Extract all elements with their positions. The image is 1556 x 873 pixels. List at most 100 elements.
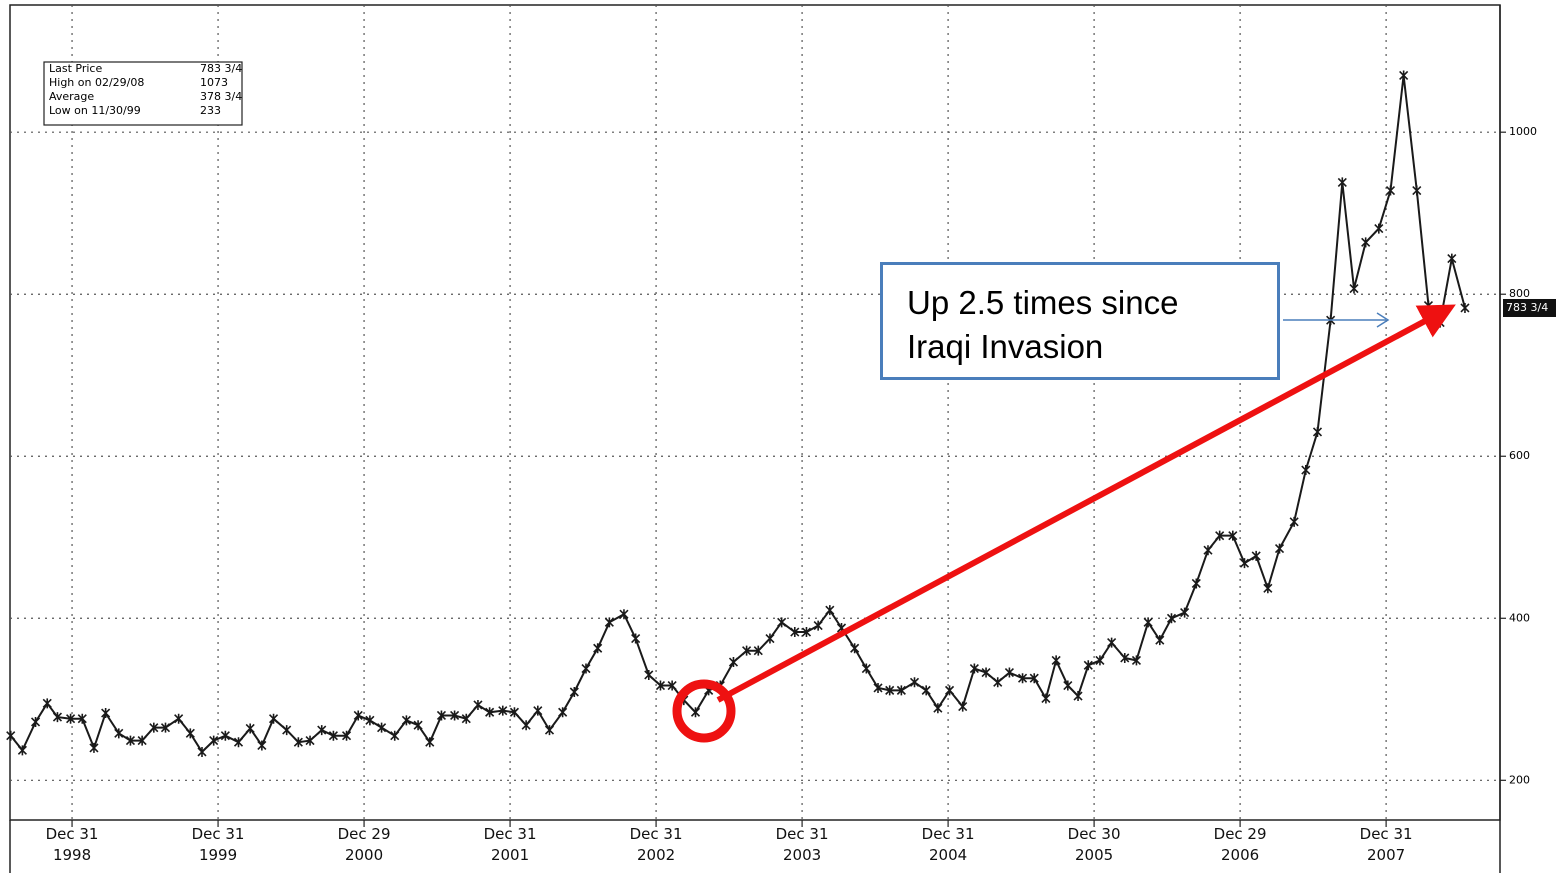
- price-marker: [690, 707, 701, 718]
- price-marker: [644, 669, 654, 680]
- y-tick-label: 800: [1509, 287, 1530, 300]
- price-marker: [461, 713, 471, 724]
- price-marker: [1447, 253, 1457, 264]
- price-marker: [1251, 550, 1261, 561]
- price-marker: [1337, 177, 1347, 188]
- price-line: [9, 75, 1466, 754]
- price-marker: [509, 707, 520, 718]
- price-marker: [1166, 613, 1177, 624]
- price-marker: [1180, 607, 1190, 618]
- y-tick-label: 600: [1509, 449, 1530, 462]
- annotation-line: Iraqi Invasion: [907, 328, 1104, 365]
- stats-value: 378 3/4: [200, 90, 242, 103]
- stats-label: Low on 11/30/99: [49, 104, 141, 117]
- price-marker: [728, 657, 739, 668]
- price-marker: [66, 713, 76, 724]
- price-marker: [401, 715, 411, 726]
- price-marker: [1095, 655, 1105, 666]
- price-marker: [341, 730, 352, 741]
- price-marker: [655, 680, 666, 691]
- annotation-box: Up 2.5 times since Iraqi Invasion: [880, 262, 1280, 380]
- price-marker: [328, 730, 338, 741]
- price-marker: [498, 705, 508, 716]
- price-marker: [1361, 237, 1371, 248]
- price-marker: [1263, 583, 1273, 594]
- price-marker: [1004, 667, 1014, 678]
- price-marker: [305, 735, 315, 746]
- x-tick-label: Dec 29 2006: [1213, 825, 1267, 864]
- x-tick-label: Dec 31 2001: [483, 825, 537, 864]
- price-marker: [353, 710, 363, 721]
- price-marker: [581, 663, 591, 674]
- price-marker: [114, 728, 124, 739]
- stats-label: Last Price: [49, 62, 102, 75]
- price-marker: [1063, 680, 1073, 691]
- price-marker: [268, 713, 279, 724]
- price-marker: [850, 643, 860, 654]
- price-marker: [619, 609, 629, 620]
- price-marker: [282, 725, 292, 736]
- price-marker: [220, 730, 230, 741]
- price-marker: [1326, 315, 1336, 326]
- y-tick-label: 200: [1509, 773, 1530, 786]
- price-marker: [209, 735, 219, 746]
- last-price-label: 783 3/4: [1506, 301, 1548, 314]
- price-marker: [909, 677, 920, 688]
- price-marker: [101, 708, 111, 719]
- x-tick-label: Dec 31 2007: [1359, 825, 1413, 864]
- price-marker: [1385, 185, 1396, 196]
- price-marker: [921, 685, 931, 696]
- x-tick-label: Dec 31 1999: [191, 825, 245, 864]
- price-marker: [125, 735, 136, 746]
- price-marker: [1191, 578, 1201, 589]
- price-marker: [631, 633, 641, 644]
- price-marker: [544, 725, 555, 736]
- price-marker: [521, 720, 531, 731]
- stats-frame: [43, 61, 243, 126]
- price-marker: [1423, 300, 1434, 311]
- price-marker: [365, 715, 375, 726]
- price-marker: [293, 737, 303, 748]
- price-marker: [1289, 516, 1299, 527]
- price-marker: [1274, 543, 1285, 554]
- price-marker: [704, 685, 714, 696]
- price-marker: [1203, 545, 1213, 556]
- x-tick-label: Dec 31 2002: [629, 825, 683, 864]
- price-marker: [149, 722, 159, 733]
- y-tick-label: 400: [1509, 611, 1530, 624]
- price-marker: [836, 622, 847, 633]
- price-marker: [1412, 185, 1422, 196]
- price-marker: [604, 617, 614, 628]
- price-marker: [413, 720, 423, 731]
- plot-frame: [9, 4, 1501, 821]
- price-marker: [390, 730, 400, 741]
- price-marker: [42, 698, 52, 709]
- price-marker: [257, 740, 267, 751]
- price-marker: [436, 710, 447, 721]
- price-marker: [89, 742, 99, 753]
- price-marker: [1083, 660, 1093, 671]
- price-marker: [450, 710, 460, 721]
- price-marker: [533, 705, 543, 716]
- price-marker: [197, 746, 207, 757]
- last-price-tag: [1503, 298, 1556, 317]
- price-marker: [52, 712, 63, 723]
- stats-value: 1073: [200, 76, 228, 89]
- price-marker: [245, 723, 255, 734]
- price-marker: [1435, 317, 1445, 328]
- price-marker: [593, 643, 603, 654]
- price-marker: [679, 695, 689, 706]
- x-tick-label: Dec 31 2003: [775, 825, 829, 864]
- price-marker: [30, 716, 41, 727]
- stats-value: 783 3/4: [200, 62, 242, 75]
- price-marker: [317, 725, 327, 736]
- price-marker: [77, 713, 87, 724]
- price-marker: [1041, 693, 1051, 704]
- price-marker: [1312, 426, 1323, 437]
- price-marker: [777, 617, 787, 628]
- x-tick-label: Dec 30 2005: [1067, 825, 1121, 864]
- price-marker: [174, 713, 184, 724]
- price-marker: [1239, 558, 1250, 569]
